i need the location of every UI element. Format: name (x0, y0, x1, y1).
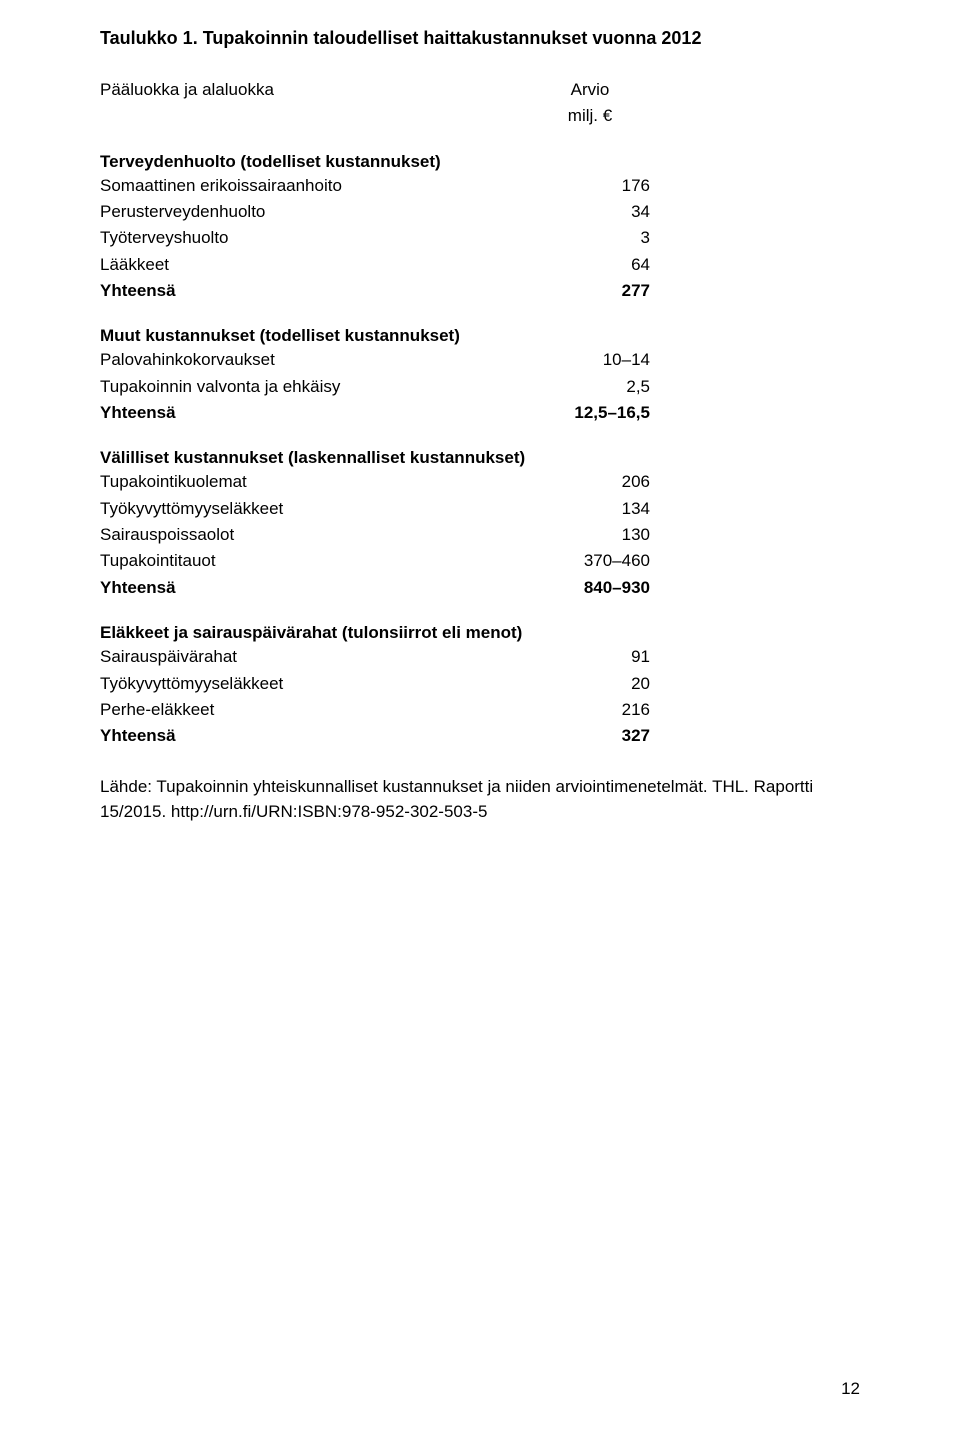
table-row: Työterveyshuolto3 (100, 225, 860, 251)
page-number: 12 (841, 1379, 860, 1399)
row-label: Tupakointikuolemat (100, 469, 530, 495)
table-header-row: Pääluokka ja alaluokka Arvio (100, 77, 860, 103)
total-label: Yhteensä (100, 575, 530, 601)
header-col1-blank (100, 103, 530, 129)
row-value: 216 (530, 697, 650, 723)
total-label: Yhteensä (100, 400, 530, 426)
header-col2-line2: milj. € (530, 103, 650, 129)
row-label: Työkyvyttömyyseläkkeet (100, 671, 530, 697)
section-heading: Välilliset kustannukset (laskennalliset … (100, 448, 860, 468)
row-value: 20 (530, 671, 650, 697)
section-heading: Terveydenhuolto (todelliset kustannukset… (100, 152, 860, 172)
table-row: Työkyvyttömyyseläkkeet20 (100, 671, 860, 697)
row-label: Somaattinen erikoissairaanhoito (100, 173, 530, 199)
row-value: 2,5 (530, 374, 650, 400)
row-label: Perusterveydenhuolto (100, 199, 530, 225)
row-label: Lääkkeet (100, 252, 530, 278)
row-label: Työterveyshuolto (100, 225, 530, 251)
total-label: Yhteensä (100, 278, 530, 304)
row-label: Palovahinkokorvaukset (100, 347, 530, 373)
total-row: Yhteensä327 (100, 723, 860, 749)
source-citation: Lähde: Tupakoinnin yhteiskunnalliset kus… (100, 774, 860, 825)
table-row: Lääkkeet64 (100, 252, 860, 278)
row-label: Työkyvyttömyyseläkkeet (100, 496, 530, 522)
table-row: Tupakointikuolemat206 (100, 469, 860, 495)
total-value: 327 (530, 723, 650, 749)
total-value: 12,5–16,5 (530, 400, 650, 426)
table-row: Tupakointitauot370–460 (100, 548, 860, 574)
table-row: Työkyvyttömyyseläkkeet134 (100, 496, 860, 522)
row-label: Sairauspoissaolot (100, 522, 530, 548)
table-row: Perhe-eläkkeet216 (100, 697, 860, 723)
section-heading: Muut kustannukset (todelliset kustannuks… (100, 326, 860, 346)
row-label: Sairauspäivärahat (100, 644, 530, 670)
row-value: 134 (530, 496, 650, 522)
row-value: 10–14 (530, 347, 650, 373)
table-row: Palovahinkokorvaukset10–14 (100, 347, 860, 373)
row-value: 34 (530, 199, 650, 225)
table-row: Perusterveydenhuolto34 (100, 199, 860, 225)
row-value: 130 (530, 522, 650, 548)
table-row: Tupakoinnin valvonta ja ehkäisy2,5 (100, 374, 860, 400)
total-row: Yhteensä277 (100, 278, 860, 304)
total-row: Yhteensä840–930 (100, 575, 860, 601)
total-value: 840–930 (530, 575, 650, 601)
table-header-row-2: milj. € (100, 103, 860, 129)
row-value: 64 (530, 252, 650, 278)
total-row: Yhteensä12,5–16,5 (100, 400, 860, 426)
row-value: 206 (530, 469, 650, 495)
row-value: 176 (530, 173, 650, 199)
header-col2-line1: Arvio (530, 77, 650, 103)
section-heading: Eläkkeet ja sairauspäivärahat (tulonsiir… (100, 623, 860, 643)
table-row: Sairauspäivärahat91 (100, 644, 860, 670)
total-value: 277 (530, 278, 650, 304)
row-label: Tupakointitauot (100, 548, 530, 574)
table-row: Sairauspoissaolot130 (100, 522, 860, 548)
row-value: 370–460 (530, 548, 650, 574)
row-value: 91 (530, 644, 650, 670)
table-row: Somaattinen erikoissairaanhoito176 (100, 173, 860, 199)
row-value: 3 (530, 225, 650, 251)
row-label: Perhe-eläkkeet (100, 697, 530, 723)
header-col1: Pääluokka ja alaluokka (100, 77, 530, 103)
table-title: Taulukko 1. Tupakoinnin taloudelliset ha… (100, 28, 860, 49)
total-label: Yhteensä (100, 723, 530, 749)
row-label: Tupakoinnin valvonta ja ehkäisy (100, 374, 530, 400)
